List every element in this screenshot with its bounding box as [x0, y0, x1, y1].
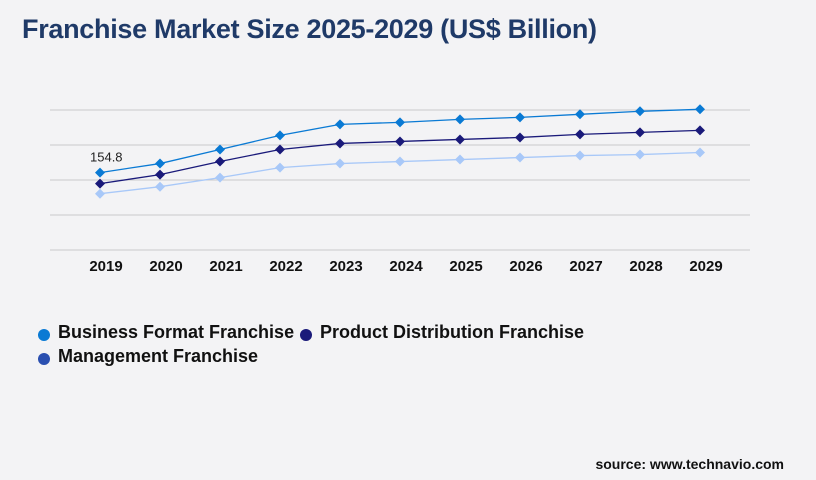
data-point [95, 188, 105, 199]
legend-item-business-format: Business Format Franchise [38, 322, 294, 343]
x-tick-label: 2025 [449, 258, 482, 275]
data-point [95, 178, 105, 189]
data-point [395, 117, 405, 128]
data-point [695, 147, 705, 158]
x-tick-label: 2027 [569, 258, 602, 275]
x-tick-label: 2023 [329, 258, 362, 275]
data-point [215, 156, 225, 167]
x-tick-label: 2021 [209, 258, 242, 275]
data-point [455, 114, 465, 125]
x-tick-label: 2024 [389, 258, 423, 275]
data-point [215, 144, 225, 155]
data-point [575, 129, 585, 140]
data-point [335, 158, 345, 169]
chart-title: Franchise Market Size 2025-2029 (US$ Bil… [22, 14, 597, 44]
data-point [275, 162, 285, 173]
legend-item-management: Management Franchise [38, 346, 258, 367]
data-point [575, 109, 585, 120]
data-point [155, 169, 165, 180]
data-point [95, 167, 105, 178]
x-tick-label: 2026 [509, 258, 542, 275]
data-point [635, 106, 645, 117]
data-point [455, 134, 465, 145]
legend-marker [38, 328, 50, 341]
data-point [335, 138, 345, 149]
legend-item-product-distribution: Product Distribution Franchise [300, 322, 584, 343]
data-point [515, 152, 525, 163]
data-point [215, 172, 225, 183]
data-point [335, 119, 345, 130]
data-point [275, 144, 285, 155]
data-point [635, 149, 645, 160]
data-point [455, 154, 465, 165]
legend-label: Business Format Franchise [58, 322, 295, 342]
x-tick-label: 2029 [689, 258, 722, 275]
data-point [695, 104, 705, 115]
source-text: source: www.technavio.com [595, 456, 784, 472]
line-chart: 2019 2020 2021 2022 2023 2024 2025 2026 2027 2028… [50, 104, 750, 275]
data-point [635, 127, 645, 138]
x-tick-label: 2028 [629, 258, 662, 275]
x-tick-label: 2019 [89, 258, 122, 275]
data-point [695, 125, 705, 136]
data-point [575, 150, 585, 161]
data-label: 154.8 [90, 150, 123, 165]
legend-label: Management Franchise [58, 346, 259, 366]
legend-marker [38, 352, 50, 365]
legend-label: Product Distribution Franchise [320, 322, 585, 342]
data-point [155, 158, 165, 169]
legend-marker [300, 328, 312, 341]
data-point [515, 132, 525, 143]
data-point [515, 112, 525, 123]
data-point [155, 181, 165, 192]
x-tick-label: 2022 [269, 258, 302, 275]
data-point [275, 130, 285, 141]
x-tick-label: 2020 [149, 258, 182, 275]
data-point [395, 156, 405, 167]
data-point [395, 136, 405, 147]
